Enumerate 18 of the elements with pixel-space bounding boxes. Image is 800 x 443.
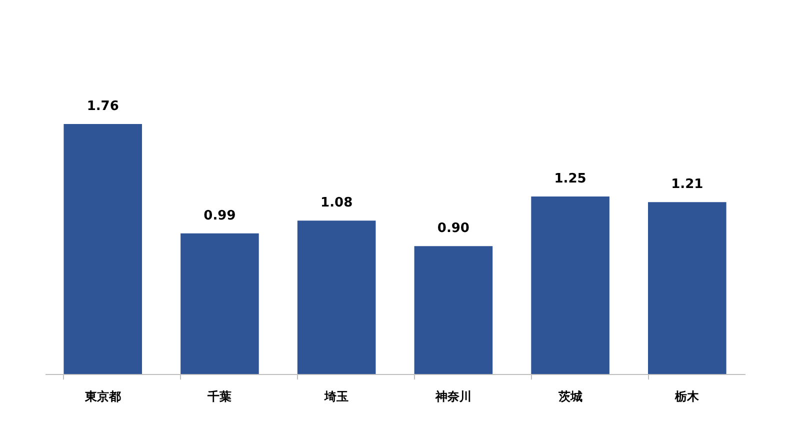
data-label: 0.99 [204,208,236,224]
data-label: 0.90 [437,221,470,236]
x-tick-label: 栃木 [674,390,700,404]
bar [297,220,376,374]
data-label: 1.08 [320,196,353,211]
x-tick-label: 東京都 [84,390,121,404]
x-tick-label: 神奈川 [434,390,472,404]
bar [64,124,142,374]
bar [648,202,726,374]
bar [531,196,610,374]
x-tick-label: 埼玉 [324,390,349,404]
data-label: 1.25 [554,171,586,186]
data-label: 1.76 [86,99,119,114]
bar [414,246,493,374]
x-tick-label: 茨城 [557,390,582,404]
x-tick-label: 千葉 [206,390,232,404]
data-label: 1.21 [671,177,704,192]
bar [180,233,259,374]
